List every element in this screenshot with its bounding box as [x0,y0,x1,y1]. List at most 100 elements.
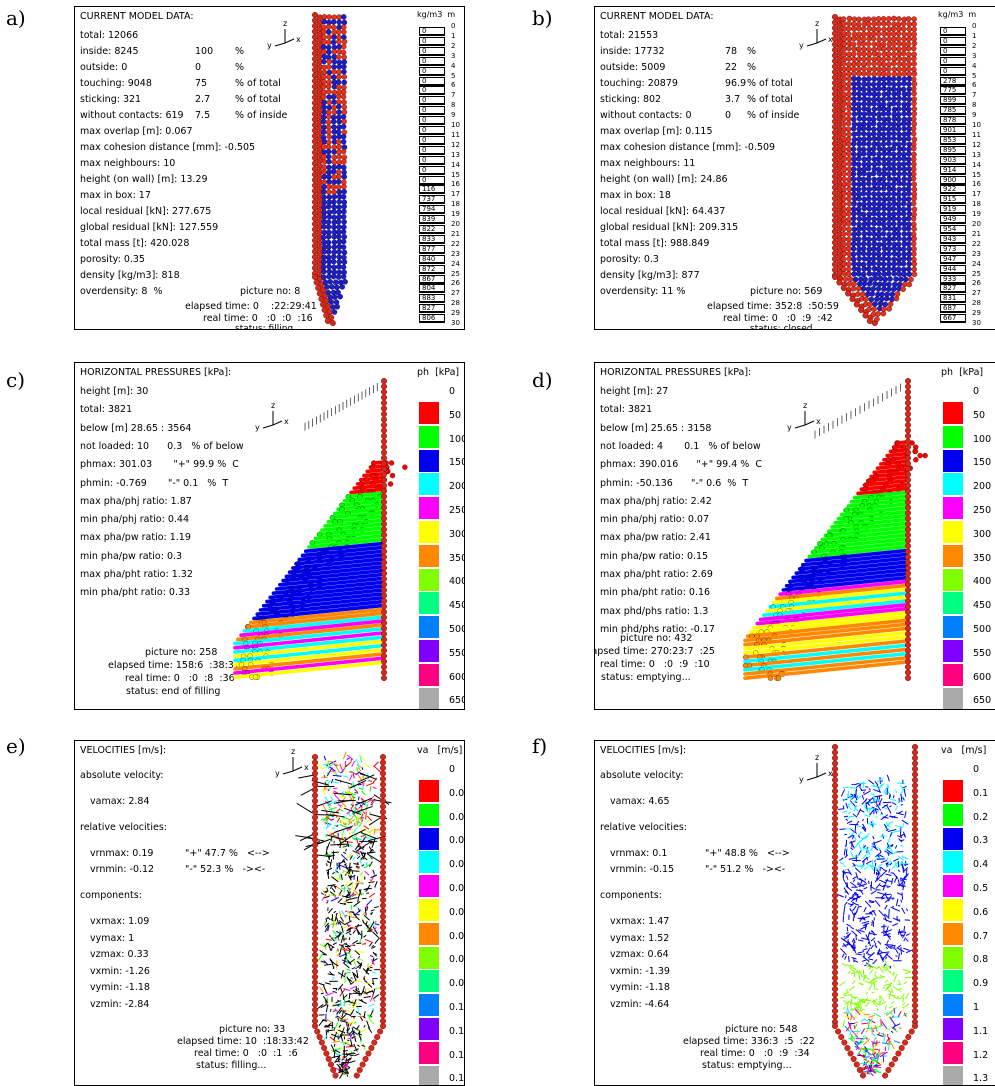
wall-particle [316,290,323,297]
wall-particle [912,799,919,806]
velocity-vector [849,1016,853,1021]
material-particle [901,211,907,217]
velocity-vector [346,827,351,832]
material-particle [861,86,867,93]
velocity-vector [888,1011,894,1015]
density-header: kg/m3 m [938,10,977,19]
material-particle [900,120,907,127]
material-particle [847,276,854,282]
material-particle [851,21,857,27]
pressure-stat: phmin: -50.136 "-" 0.6 % T [600,477,749,489]
velocity-vector [346,976,352,985]
wall-particle [831,222,838,229]
velocity-vector [884,845,892,852]
material-particle [906,86,912,92]
velocity-vector [893,872,898,879]
velocity-vector [861,794,865,800]
velocity-vector [334,914,338,922]
wall-particle [912,826,919,833]
velocity-vector [356,1027,362,1034]
material-particle [326,273,332,280]
velocity-vector [847,805,852,811]
wall-particle [905,460,912,467]
wall-particle [831,52,838,59]
material-particle [331,34,337,40]
material-particle [336,103,342,110]
legend-swatch [419,616,439,639]
material-particle [326,134,333,140]
material-particle [905,121,912,127]
velocity-vector [352,973,357,981]
material-particle [861,111,867,117]
wall-particle [838,1034,845,1041]
velocity-vector [327,760,334,763]
material-particle [861,51,867,57]
velocity-vector [903,873,909,880]
material-particle [340,194,347,200]
wall-particle [831,79,838,86]
velocity-vector [329,884,334,889]
wall-particle [831,766,838,773]
velocity-vector [872,998,878,1002]
material-particle [870,286,876,292]
velocity-vector [354,882,359,890]
material-particle [341,259,348,265]
velocity-vector [323,960,329,966]
material-particle [905,66,912,72]
velocity-vector [853,806,859,812]
velocity-vector [361,1044,366,1048]
material-particle [881,236,888,243]
material-particle [880,131,887,138]
wall-particle [311,67,318,74]
wall-particle [912,991,919,998]
wall-particle [311,935,318,942]
material-particle [335,169,342,175]
velocity-vector [865,1036,869,1040]
material-particle [881,151,888,157]
material-particle [871,245,877,252]
velocity-vector [864,1001,871,1008]
material-particle [886,76,892,82]
panel-horizontal-pressures-c: HORIZONTAL PRESSURES [kPa]: height [m]: 3… [74,362,465,710]
velocity-vector [849,967,855,972]
material-particle [841,225,847,232]
material-particle [866,96,872,103]
wall-particle [912,952,919,959]
velocity-vector [890,906,895,909]
legend-value: 550 [449,647,464,659]
velocity-vector [900,803,904,806]
velocity-vector [357,951,365,953]
velocity-vector [338,1034,342,1039]
velocity-vector [886,805,892,814]
legend-swatch [943,544,963,567]
material-particle [891,286,897,292]
wall-particle [912,853,919,860]
material-particle [855,285,862,292]
velocity-vector [876,875,879,880]
pressure-bar [810,541,907,554]
legend-swatch [943,687,963,709]
density-row-number: 1 [451,31,456,40]
material-particle [906,21,912,27]
material-particle [856,255,862,262]
velocity-vector [847,941,854,950]
velocity-vector [848,956,850,963]
velocity-vector [355,835,358,839]
material-particle [875,31,882,37]
wall-particle [381,422,388,429]
velocity-vector [843,815,849,818]
velocity-vector [368,942,373,947]
velocity-vector [897,947,905,953]
material-particle [896,180,902,187]
density-box: 883 [419,294,445,304]
velocity-vector [349,828,366,838]
material-particle [886,150,892,157]
density-row-number: 24 [972,259,981,268]
material-particle [866,241,872,247]
pressure-particle [345,493,351,500]
velocity-vector [895,825,903,829]
picture-number: picture no: 432 [620,633,693,644]
material-particle [321,99,328,106]
material-particle [840,60,847,67]
velocity-vector [845,932,849,935]
